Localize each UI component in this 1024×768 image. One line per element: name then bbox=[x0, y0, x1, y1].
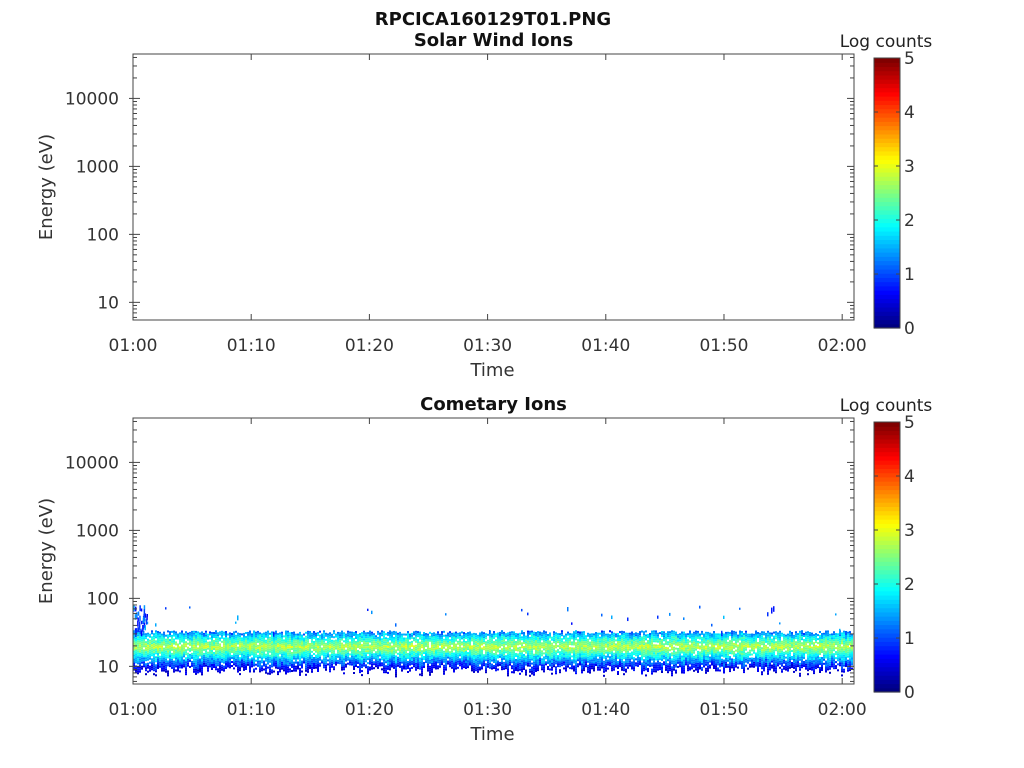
figure-title: RPCICA160129T01.PNG bbox=[375, 9, 611, 30]
panel-title: Cometary Ions bbox=[420, 394, 567, 415]
x-tick-label: 01:50 bbox=[699, 700, 748, 720]
colorbar-tick-label: 4 bbox=[904, 103, 915, 123]
x-tick-label: 01:40 bbox=[581, 336, 630, 356]
y-axis: 10 100 1000 10000 bbox=[65, 420, 854, 682]
y-tick-label: 1000 bbox=[76, 157, 119, 177]
colorbar-label: Log counts bbox=[840, 32, 933, 52]
x-tick-label: 01:50 bbox=[699, 336, 748, 356]
x-tick-label: 02:00 bbox=[818, 336, 867, 356]
y-axis-label: Energy (eV) bbox=[36, 498, 57, 604]
x-tick-label: 01:20 bbox=[345, 336, 394, 356]
y-axis-label: Energy (eV) bbox=[36, 134, 57, 240]
x-tick-label: 02:00 bbox=[818, 700, 867, 720]
colorbar-tick-label: 3 bbox=[904, 521, 915, 541]
x-axis-label: Time bbox=[469, 360, 514, 381]
colorbar-tick-label: 3 bbox=[904, 157, 915, 177]
panel-title: Solar Wind Ions bbox=[414, 30, 573, 51]
colorbar-tick-label: 2 bbox=[904, 575, 915, 595]
x-tick-label: 01:30 bbox=[463, 336, 512, 356]
x-tick-label: 01:40 bbox=[581, 700, 630, 720]
x-tick-label: 01:00 bbox=[109, 336, 158, 356]
x-axis: 01:00 01:10 01:20 01:30 01:40 01:50 02:00 bbox=[109, 54, 867, 356]
x-tick-label: 01:10 bbox=[227, 336, 276, 356]
colorbar-tick-label: 5 bbox=[904, 413, 915, 433]
y-tick-label: 10000 bbox=[65, 453, 119, 473]
y-tick-label: 100 bbox=[87, 589, 119, 609]
colorbar-tick-label: 0 bbox=[904, 319, 915, 339]
colorbar-tick-label: 1 bbox=[904, 629, 915, 649]
plot-area bbox=[133, 54, 854, 320]
y-tick-label: 10000 bbox=[65, 89, 119, 109]
y-tick-label: 10 bbox=[97, 293, 119, 313]
y-tick-label: 10 bbox=[97, 657, 119, 677]
spectrogram-cells bbox=[133, 605, 853, 678]
colorbar-label: Log counts bbox=[840, 396, 933, 416]
x-axis: 01:00 01:10 01:20 01:30 01:40 01:50 02:00 bbox=[109, 418, 867, 720]
y-axis: 10 100 1000 10000 bbox=[65, 56, 854, 318]
x-tick-label: 01:20 bbox=[345, 700, 394, 720]
colorbar-tick-label: 0 bbox=[904, 683, 915, 703]
x-tick-label: 01:10 bbox=[227, 700, 276, 720]
colorbar-tick-label: 5 bbox=[904, 49, 915, 69]
colorbar-tick-label: 1 bbox=[904, 265, 915, 285]
x-axis-label: Time bbox=[469, 724, 514, 745]
y-tick-label: 1000 bbox=[76, 521, 119, 541]
colorbar-tick-label: 4 bbox=[904, 467, 915, 487]
y-tick-label: 100 bbox=[87, 225, 119, 245]
colorbar-tick-label: 2 bbox=[904, 211, 915, 231]
x-tick-label: 01:00 bbox=[109, 700, 158, 720]
x-tick-label: 01:30 bbox=[463, 700, 512, 720]
